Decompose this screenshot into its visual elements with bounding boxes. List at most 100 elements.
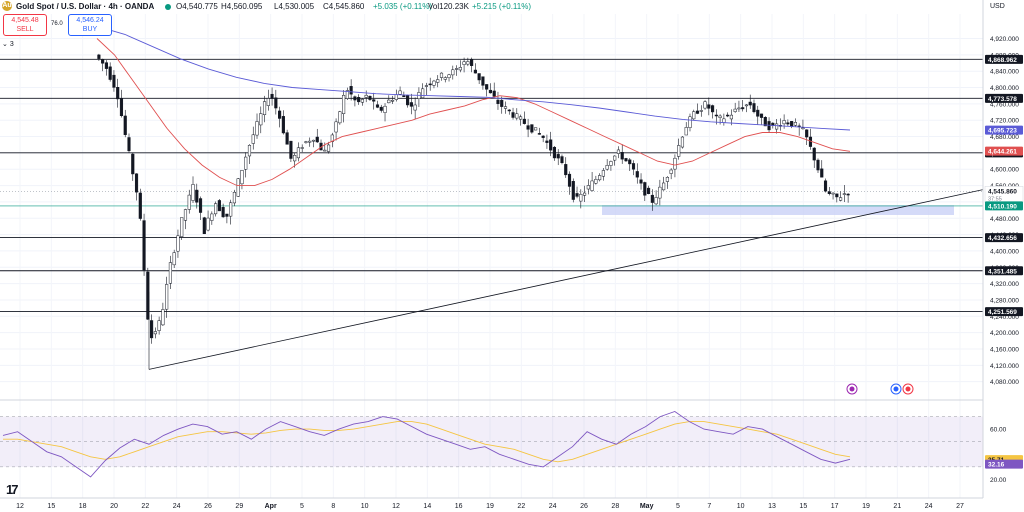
candle-up [462, 61, 466, 65]
tradingview-logo-icon[interactable]: 17 [6, 482, 19, 497]
date-tick-label: 19 [486, 503, 494, 510]
candle-down [368, 95, 372, 100]
indicator-toggle[interactable]: ⌄ 3 [2, 40, 14, 48]
level-price-badge: 4,868.962 [988, 57, 1017, 64]
candle-up [466, 61, 470, 65]
rsi-badge-bg [985, 459, 1023, 469]
candle-down [756, 109, 760, 117]
date-tick-label: 16 [455, 503, 463, 510]
candle-down [748, 101, 752, 106]
candle-down [485, 84, 489, 90]
candle-down [643, 182, 647, 196]
candle-up [364, 94, 368, 98]
candle-up [586, 185, 590, 190]
candle-down [567, 173, 572, 187]
candle-down [647, 187, 651, 194]
candle-up [688, 116, 692, 128]
candle-up [293, 154, 297, 162]
candle-up [387, 99, 391, 104]
currency-label[interactable]: USD [990, 3, 1005, 10]
candle-down [526, 125, 530, 130]
candle-up [447, 74, 451, 79]
market-open-icon [165, 4, 171, 10]
candle-down [134, 173, 139, 193]
marker-price-badge-bg [985, 201, 1023, 211]
candle-up [323, 149, 327, 152]
ohlc-change: +5.035 (+0.11%) [373, 2, 433, 11]
price-tick-label: 4,840.000 [990, 69, 1019, 76]
candle-up [582, 192, 587, 196]
date-tick-label: 29 [235, 503, 243, 510]
candle-up [439, 72, 444, 78]
candle-up [605, 165, 609, 170]
candle-down [428, 83, 432, 86]
candle-up [662, 182, 666, 191]
price-tick-label: 4,920.000 [990, 36, 1019, 43]
candle-up [503, 106, 508, 109]
candle-down [560, 156, 564, 163]
symbol-title[interactable]: Gold Spot / U.S. Dollar · 4h · OANDA [16, 2, 155, 11]
candle-down [357, 97, 361, 103]
candle-up [722, 118, 726, 123]
candle-down [763, 117, 767, 127]
sell-button[interactable]: 4,545.48 SELL [3, 14, 47, 36]
candle-up [214, 203, 218, 215]
candle-down [278, 110, 282, 119]
candle-down [379, 106, 383, 111]
candle-down [225, 213, 229, 217]
price-tick-label: 4,480.000 [990, 216, 1019, 223]
candle-up [658, 186, 662, 199]
candle-up [733, 108, 737, 112]
price-axis[interactable]: 4,920.0004,880.0004,840.0004,800.0004,76… [982, 0, 1019, 498]
indicator-count: 3 [9, 41, 14, 48]
marker-price-badge: 4,510.190 [988, 203, 1017, 210]
candle-up [534, 127, 538, 131]
candle-up [703, 101, 707, 109]
candle-down [571, 181, 575, 200]
candle-down [353, 96, 357, 101]
candle-up [579, 193, 583, 202]
candle-down [549, 139, 553, 151]
candle-up [165, 284, 169, 310]
date-tick-label: 24 [173, 503, 181, 510]
candle-down [530, 124, 534, 133]
chevron-down-icon: ⌄ [2, 41, 8, 48]
candle-up [594, 178, 598, 184]
candle-down [402, 95, 406, 97]
level-price-badge-bg [985, 54, 1023, 64]
buy-button[interactable]: 4,546.24 BUY [68, 14, 112, 36]
candle-up [436, 79, 440, 83]
candle-up [296, 147, 300, 159]
candle-down [112, 74, 116, 88]
candle-up [654, 197, 658, 205]
candle-up [206, 217, 210, 231]
candle-down [511, 112, 515, 118]
date-tick-label: 20 [110, 503, 118, 510]
candle-down [281, 116, 285, 134]
candle-up [613, 155, 617, 161]
candle-up [413, 104, 417, 111]
event-icons[interactable] [846, 383, 914, 395]
candles [97, 53, 850, 370]
candle-up [157, 320, 161, 331]
support-zone [602, 205, 954, 215]
candle-up [360, 99, 365, 103]
candle-down [846, 193, 850, 196]
candle-up [308, 140, 312, 143]
date-axis[interactable]: 12 15 18 20 22 24 26 29 Apr 5 8 10 12 14 16 19 22 24 26 28 M… [0, 497, 983, 510]
candle-up [424, 85, 429, 87]
candle-up [451, 69, 455, 76]
date-tick-label: 5 [300, 503, 304, 510]
buy-price: 4,546.24 [76, 17, 104, 24]
date-tick-label: 18 [79, 503, 87, 510]
date-tick-label: 14 [423, 503, 431, 510]
date-tick-label: 19 [862, 503, 870, 510]
candle-down [116, 87, 120, 100]
price-tick-label: 4,200.000 [990, 330, 1019, 337]
sell-label: SELL [16, 26, 34, 33]
date-tick-label: 12 [16, 503, 24, 510]
price-tick-label: 4,120.000 [990, 363, 1019, 370]
candle-down [537, 133, 541, 135]
candle-down [315, 136, 319, 143]
